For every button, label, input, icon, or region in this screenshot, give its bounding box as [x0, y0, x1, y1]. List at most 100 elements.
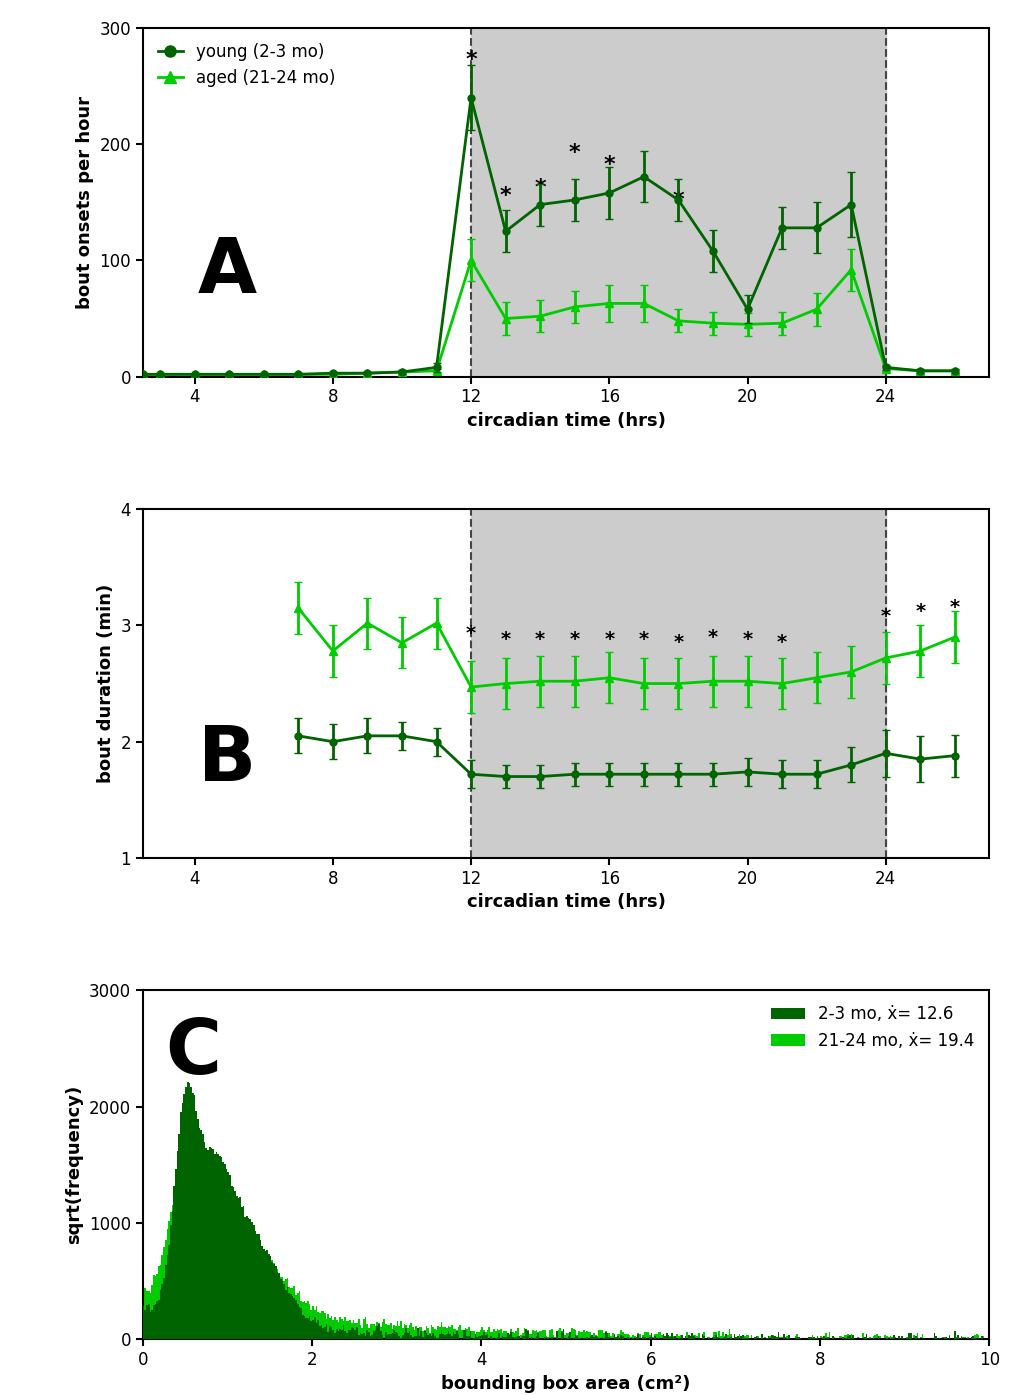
Bar: [155, 1304, 156, 1339]
Bar: [719, 1336, 721, 1339]
Bar: [210, 1184, 212, 1339]
Bar: [598, 1329, 599, 1339]
Bar: [693, 1336, 694, 1339]
Bar: [409, 1325, 410, 1339]
Bar: [684, 1336, 686, 1339]
Bar: [345, 1321, 347, 1339]
Bar: [199, 1127, 200, 1339]
Bar: [520, 1335, 522, 1339]
Bar: [407, 1328, 409, 1339]
Bar: [151, 1285, 153, 1339]
Bar: [824, 1334, 826, 1339]
Bar: [515, 1336, 517, 1339]
Bar: [256, 1243, 258, 1339]
Bar: [689, 1336, 691, 1339]
Bar: [419, 1336, 420, 1339]
Bar: [932, 1334, 934, 1339]
Bar: [158, 1300, 160, 1339]
Bar: [170, 1225, 171, 1339]
Bar: [439, 1334, 440, 1339]
Bar: [589, 1336, 591, 1339]
Bar: [757, 1336, 758, 1339]
Bar: [146, 1290, 148, 1339]
Bar: [171, 1205, 173, 1339]
Bar: [312, 1306, 314, 1339]
Bar: [786, 1336, 787, 1339]
Bar: [337, 1321, 339, 1339]
Bar: [496, 1336, 498, 1339]
Bar: [452, 1329, 453, 1339]
Bar: [217, 1154, 219, 1339]
Bar: [763, 1338, 765, 1339]
Bar: [620, 1329, 622, 1339]
Bar: [865, 1336, 866, 1339]
Bar: [648, 1335, 650, 1339]
Bar: [347, 1321, 350, 1339]
Bar: [442, 1327, 443, 1339]
Bar: [604, 1331, 606, 1339]
Bar: [494, 1331, 496, 1339]
Bar: [671, 1335, 673, 1339]
Bar: [340, 1318, 342, 1339]
Bar: [948, 1335, 950, 1339]
Bar: [797, 1338, 799, 1339]
Bar: [399, 1321, 401, 1339]
Bar: [414, 1336, 415, 1339]
Bar: [215, 1152, 217, 1339]
Bar: [747, 1335, 748, 1339]
Bar: [501, 1332, 503, 1339]
Bar: [576, 1335, 578, 1339]
Bar: [878, 1336, 880, 1339]
Bar: [519, 1336, 520, 1339]
Bar: [733, 1334, 735, 1339]
Bar: [379, 1328, 381, 1339]
Bar: [300, 1309, 302, 1339]
Bar: [435, 1331, 437, 1339]
Bar: [381, 1335, 383, 1339]
Bar: [527, 1329, 528, 1339]
Bar: [819, 1336, 821, 1339]
Bar: [469, 1331, 471, 1339]
Bar: [876, 1336, 878, 1339]
Bar: [215, 1189, 217, 1339]
Bar: [471, 1331, 473, 1339]
Bar: [892, 1335, 894, 1339]
Bar: [725, 1334, 727, 1339]
Bar: [183, 1094, 185, 1339]
Bar: [274, 1265, 276, 1339]
Bar: [593, 1336, 594, 1339]
Bar: [165, 1240, 166, 1339]
Bar: [165, 1265, 166, 1339]
Bar: [628, 1338, 630, 1339]
Bar: [522, 1334, 524, 1339]
Bar: [827, 1332, 829, 1339]
Legend: 2-3 mo, ẋ= 12.6, 21-24 mo, ẋ= 19.4: 2-3 mo, ẋ= 12.6, 21-24 mo, ẋ= 19.4: [764, 999, 980, 1056]
Bar: [443, 1327, 445, 1339]
Bar: [207, 1149, 209, 1339]
Bar: [901, 1336, 902, 1339]
Bar: [356, 1327, 358, 1339]
Bar: [440, 1322, 442, 1339]
Bar: [740, 1336, 742, 1339]
Bar: [484, 1332, 486, 1339]
Bar: [222, 1162, 224, 1339]
Bar: [355, 1329, 356, 1339]
Bar: [807, 1336, 809, 1339]
Bar: [332, 1329, 334, 1339]
Bar: [612, 1334, 614, 1339]
Bar: [662, 1334, 663, 1339]
Bar: [887, 1338, 889, 1339]
Bar: [581, 1332, 583, 1339]
Bar: [533, 1331, 535, 1339]
Bar: [420, 1331, 422, 1339]
Bar: [342, 1325, 344, 1339]
Bar: [160, 1265, 161, 1339]
Bar: [980, 1336, 981, 1339]
Bar: [775, 1336, 777, 1339]
Y-axis label: sqrt(frequency): sqrt(frequency): [65, 1085, 84, 1244]
Bar: [848, 1336, 850, 1339]
Bar: [693, 1335, 694, 1339]
Bar: [528, 1334, 530, 1339]
Bar: [573, 1328, 574, 1339]
Bar: [376, 1322, 378, 1339]
